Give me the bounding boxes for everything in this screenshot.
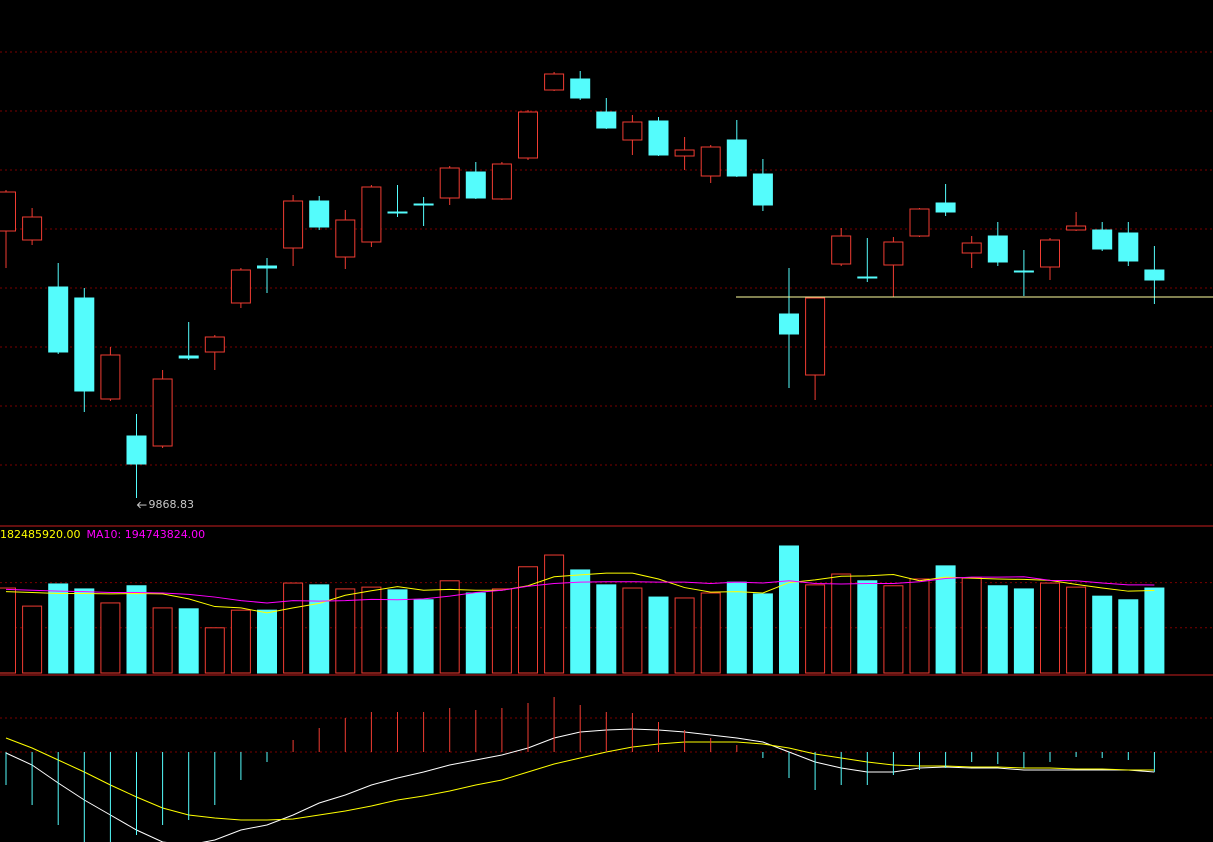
candle-body (361, 186, 382, 243)
volume-bar (1092, 595, 1113, 674)
candle-body (831, 235, 852, 265)
volume-bar (596, 584, 617, 674)
volume-bar (752, 593, 773, 674)
volume-bar (1118, 599, 1139, 674)
volume-bar (544, 554, 565, 674)
volume-bar (22, 605, 43, 674)
volume-bar (700, 592, 721, 674)
volume-bar (1013, 588, 1034, 674)
volume-bar (204, 627, 225, 674)
volume-bar (1144, 587, 1165, 674)
candle-body (413, 203, 434, 206)
candle-body (752, 173, 773, 206)
volume-bar (622, 587, 643, 674)
candle-body (935, 202, 956, 213)
candle-body (648, 120, 669, 156)
candle-body (335, 219, 356, 258)
candle-body (726, 139, 747, 177)
volume-bar (257, 609, 277, 674)
candle-body (126, 435, 147, 465)
volume-bar (831, 573, 852, 674)
candle-body (22, 216, 43, 241)
candle-body (1092, 229, 1113, 250)
annotation-arrowhead (136, 501, 141, 509)
candle-body (1144, 269, 1165, 281)
candle-body (622, 121, 643, 141)
candle-body (883, 241, 904, 266)
volume-bar (100, 602, 121, 674)
candle-body (309, 200, 330, 228)
volume-bar (439, 580, 460, 674)
candle-body (674, 149, 695, 157)
candle-body (465, 171, 486, 199)
volume-bar (961, 577, 982, 674)
volume-bar (178, 608, 199, 674)
volume-bar (387, 589, 408, 674)
volume-bar (935, 565, 956, 674)
volume-bar (987, 585, 1008, 674)
volume-bar (779, 545, 799, 674)
candle-body (779, 313, 799, 335)
candle-body (257, 265, 277, 269)
candle-body (152, 378, 173, 447)
candle-body (491, 163, 512, 200)
candle-body (0, 191, 16, 232)
candle-body (857, 276, 878, 279)
ma-legend: MA10: 194743824.00 (86, 528, 205, 541)
volume-bar (74, 588, 95, 674)
low-label: 9868.83 (149, 498, 195, 511)
volume-bar (805, 584, 826, 674)
candle-body (48, 286, 69, 353)
volume-bar (126, 585, 147, 674)
volume-bar (283, 582, 304, 674)
candle-body (1040, 239, 1060, 268)
volume-bar (674, 597, 695, 674)
candle-body (544, 73, 565, 91)
volume-bar (0, 587, 16, 674)
candle-body (518, 111, 538, 159)
volume-bar (48, 583, 69, 674)
volume-bar (857, 580, 878, 674)
volume-bar (1066, 586, 1087, 674)
volume-bar (883, 585, 904, 674)
volume-bar (648, 596, 669, 674)
candle-body (805, 297, 826, 376)
ma-legend: 182485920.00 (0, 528, 80, 541)
volume-bar (152, 607, 173, 674)
candle-body (987, 235, 1008, 263)
candle-body (1118, 232, 1139, 262)
ma-line (5, 576, 1155, 604)
candle-body (178, 355, 199, 359)
candle-body (439, 167, 460, 199)
candle-body (204, 336, 225, 353)
volume-bar (491, 588, 512, 674)
candle-body (74, 297, 95, 392)
volume-bar (413, 599, 434, 674)
candle-body (100, 354, 121, 400)
volume-bar (570, 569, 591, 674)
volume-bar (230, 609, 251, 674)
volume-bar (909, 578, 930, 674)
volume-bar (465, 592, 486, 674)
candle-body (1013, 270, 1034, 273)
candle-body (230, 269, 251, 304)
candle-body (1066, 225, 1087, 231)
macd-line (5, 737, 1155, 821)
volume-bar (361, 586, 382, 674)
candle-body (961, 242, 982, 254)
candle-body (387, 211, 408, 214)
candle-body (570, 78, 591, 99)
candle-body (909, 208, 930, 237)
volume-bar (309, 584, 330, 674)
volume-bar (335, 588, 356, 674)
candle-body (700, 146, 721, 177)
candle-body (596, 111, 617, 129)
candle-body (283, 200, 304, 249)
volume-bar (726, 581, 747, 674)
volume-bar (1040, 582, 1060, 674)
volume-bar (518, 566, 538, 674)
